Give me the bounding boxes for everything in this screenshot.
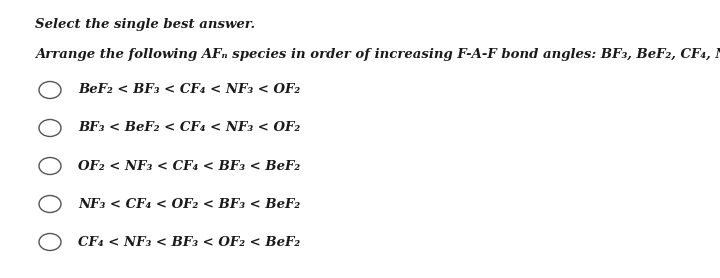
Text: Arrange the following AFₙ species in order of increasing F-A-F bond angles: BF₃,: Arrange the following AFₙ species in ord… bbox=[35, 48, 720, 61]
Text: BeF₂ < BF₃ < CF₄ < NF₃ < OF₂: BeF₂ < BF₃ < CF₄ < NF₃ < OF₂ bbox=[78, 83, 300, 96]
Text: Select the single best answer.: Select the single best answer. bbox=[35, 18, 255, 31]
Text: BF₃ < BeF₂ < CF₄ < NF₃ < OF₂: BF₃ < BeF₂ < CF₄ < NF₃ < OF₂ bbox=[78, 121, 300, 135]
Text: NF₃ < CF₄ < OF₂ < BF₃ < BeF₂: NF₃ < CF₄ < OF₂ < BF₃ < BeF₂ bbox=[78, 197, 300, 210]
Text: CF₄ < NF₃ < BF₃ < OF₂ < BeF₂: CF₄ < NF₃ < BF₃ < OF₂ < BeF₂ bbox=[78, 235, 300, 249]
Text: OF₂ < NF₃ < CF₄ < BF₃ < BeF₂: OF₂ < NF₃ < CF₄ < BF₃ < BeF₂ bbox=[78, 160, 300, 173]
